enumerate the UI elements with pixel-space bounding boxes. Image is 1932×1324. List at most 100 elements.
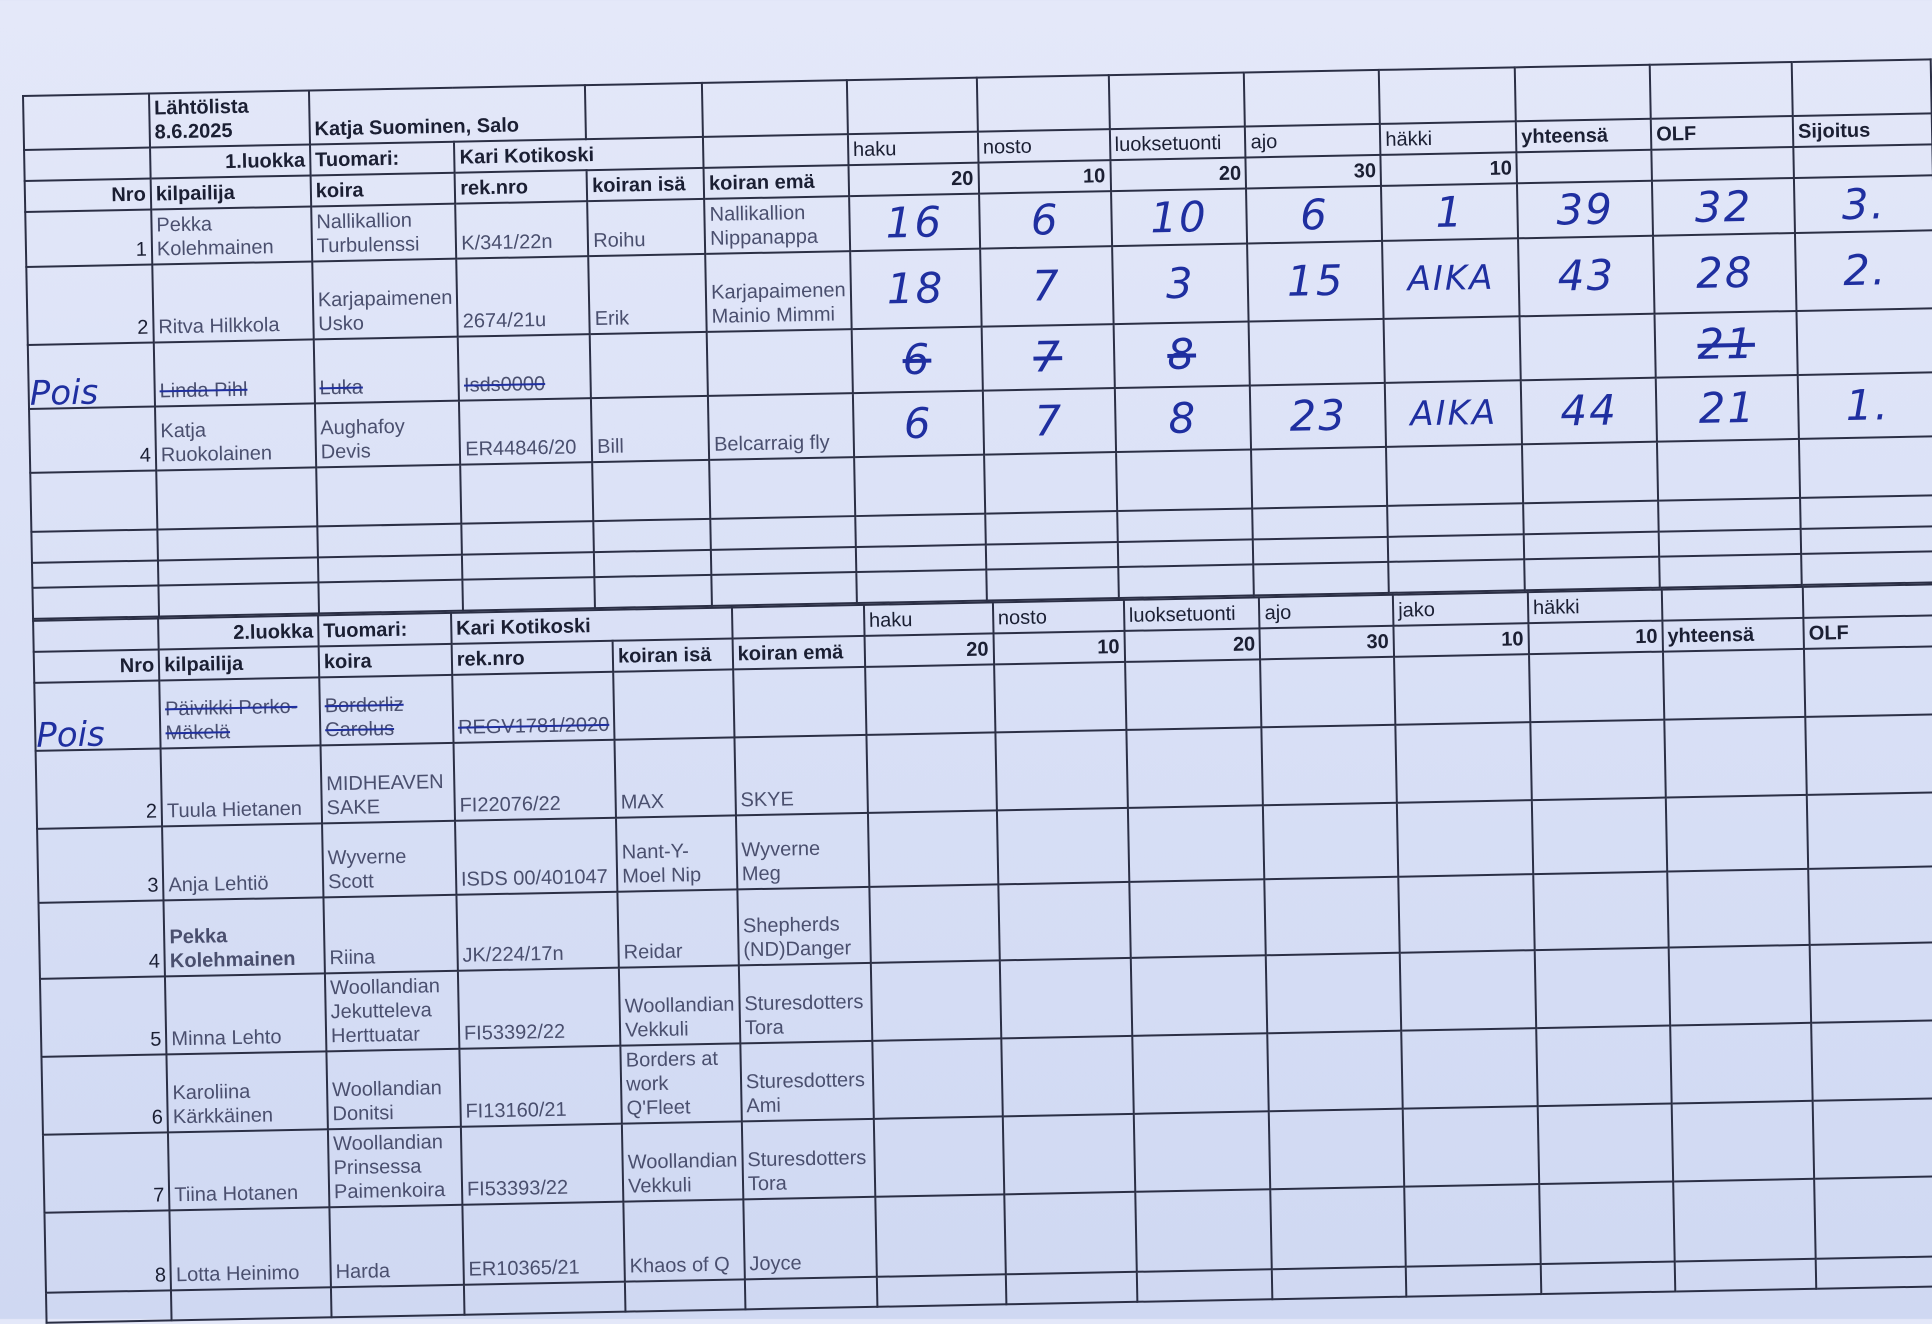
max-points: 10 (978, 160, 1111, 194)
empty-score-cell (993, 661, 1127, 733)
dog-cell: Woollandian Donitsi (326, 1048, 461, 1130)
score-cell: 6 (978, 191, 1112, 249)
score-cell: 8 (1114, 385, 1252, 453)
score-column-3: ajo (1245, 123, 1381, 158)
max-points: 30 (1259, 625, 1395, 660)
dam-cell (732, 666, 867, 738)
max-points: 20 (1109, 157, 1247, 192)
start-number: Pois (27, 342, 155, 409)
dam-cell (706, 329, 853, 396)
column-header: koiran isä (612, 638, 733, 672)
empty-score-cell (1805, 714, 1932, 795)
reg-cell: FI53392/22 (457, 967, 621, 1049)
empty-score-cell (1260, 656, 1396, 728)
placing-cell: 2. (1794, 230, 1932, 311)
empty-score-cell (1267, 1030, 1403, 1112)
reg-cell: 2674/21u (456, 256, 591, 337)
reg-cell: ER44846/20 (459, 398, 593, 465)
empty-score-cell (1131, 1033, 1270, 1114)
score-column-1: nosto (992, 599, 1125, 634)
column-header: kilpailija (150, 175, 312, 210)
empty-score-cell (1811, 1020, 1932, 1101)
dam-cell: Joyce (743, 1196, 877, 1280)
dam-cell: Sturesdotters Tora (738, 962, 873, 1044)
sire-cell (590, 331, 709, 399)
competitor-name: Päivikki Perko-Mäkelä (159, 677, 321, 749)
column-header: koira (318, 643, 453, 678)
dog-cell: Woollandian Jekutteleva Herttuatar (324, 970, 460, 1052)
empty-score-cell (1664, 716, 1807, 798)
max-points: 20 (1124, 628, 1261, 662)
competitor-name: Tiina Hotanen (168, 1129, 330, 1211)
column-header: kilpailija (158, 646, 320, 681)
empty-score-cell (1809, 942, 1932, 1023)
max-points: 30 (1245, 154, 1382, 189)
score-cell: 6 (1246, 185, 1383, 244)
empty-score-cell (870, 960, 1001, 1041)
column-header: koiran emä (703, 165, 849, 199)
empty-score-cell (1000, 1035, 1134, 1117)
competitor-name: Pekka Kolehmainen (151, 206, 313, 265)
olf-cell: 21 (1654, 310, 1798, 378)
olf-header: OLF (1803, 615, 1932, 649)
sire-cell: Erik (588, 253, 707, 335)
sire-cell: Borders at work Q'Fleet (620, 1043, 742, 1124)
sire-cell: Bill (591, 395, 710, 463)
empty-score-cell (1127, 805, 1265, 882)
empty-score-cell (1671, 1100, 1815, 1182)
dam-cell: Sturesdotters Tora (741, 1118, 876, 1200)
score-cell: 15 (1247, 240, 1384, 322)
withdrawn-note: Pois (35, 714, 106, 751)
max-points: 10 (1393, 623, 1529, 657)
score-cell (1249, 318, 1386, 386)
start-number: 3 (37, 826, 164, 903)
empty-score-cell (1263, 802, 1399, 880)
empty-score-cell (1402, 1106, 1540, 1187)
score-column-1: nosto (977, 129, 1110, 163)
empty-score-cell (1126, 727, 1264, 808)
olf-cell: 28 (1653, 232, 1797, 314)
empty-score-cell (1133, 1111, 1271, 1192)
judge-label: Tuomari: (309, 141, 455, 176)
score-cell (1383, 316, 1521, 383)
start-number: 2 (35, 748, 163, 829)
competitor-name: Lotta Heinimo (169, 1207, 331, 1291)
empty-score-cell (1812, 1098, 1932, 1179)
score-cell: 7 (981, 324, 1115, 391)
start-number: Pois (34, 680, 161, 751)
column-header: koira (310, 172, 456, 207)
sire-cell: Woollandian Vekkuli (621, 1121, 744, 1202)
dog-cell: Karjapaimenen Usko (312, 258, 459, 340)
total-header: yhteensä (1516, 118, 1652, 153)
dog-cell: Aughafoy Devis (314, 400, 461, 468)
score-column-2: luoksetuonti (1123, 597, 1260, 631)
empty-score-cell (1266, 952, 1402, 1034)
class2-table: 2.luokka Tuomari: Kari Kotikoski haku nos… (32, 583, 1932, 1324)
empty-score-cell (1128, 879, 1267, 958)
reg-cell: REGV1781/2020 (452, 671, 615, 743)
olf-cell: 32 (1652, 177, 1795, 236)
class1-table: Lähtölista 8.6.2025 Katja Suominen, Salo … (22, 58, 1932, 620)
empty-score-cell (1669, 1022, 1813, 1104)
sire-cell: Woollandian Vekkuli (618, 965, 741, 1046)
empty-score-cell (875, 1194, 1006, 1277)
empty-score-cell (1399, 950, 1537, 1031)
empty-score-cell (1662, 648, 1806, 720)
empty-score-cell (1665, 794, 1809, 872)
sire-cell: Roihu (587, 198, 706, 257)
empty-score-cell (1002, 1113, 1135, 1195)
judge-label: Tuomari: (317, 612, 452, 647)
score-cell: 8 (1113, 321, 1251, 389)
start-number: 1 (25, 209, 153, 267)
olf-header: OLF (1650, 116, 1794, 150)
competitor-name: Linda Pihl (153, 339, 315, 407)
dog-cell: Woollandian Prinsessa Paimenkoira (327, 1126, 463, 1208)
class-label: 1.luokka (149, 144, 311, 179)
dam-cell: Belcarraig fly (708, 393, 854, 460)
reg-cell: ISDS 00/401047 (454, 817, 618, 895)
sire-cell (613, 669, 735, 740)
start-number: 5 (39, 976, 167, 1057)
dog-cell: MIDHEAVEN SAKE (320, 742, 455, 824)
empty-score-cell (1804, 646, 1932, 717)
sire-cell: Khaos of Q (623, 1199, 745, 1282)
